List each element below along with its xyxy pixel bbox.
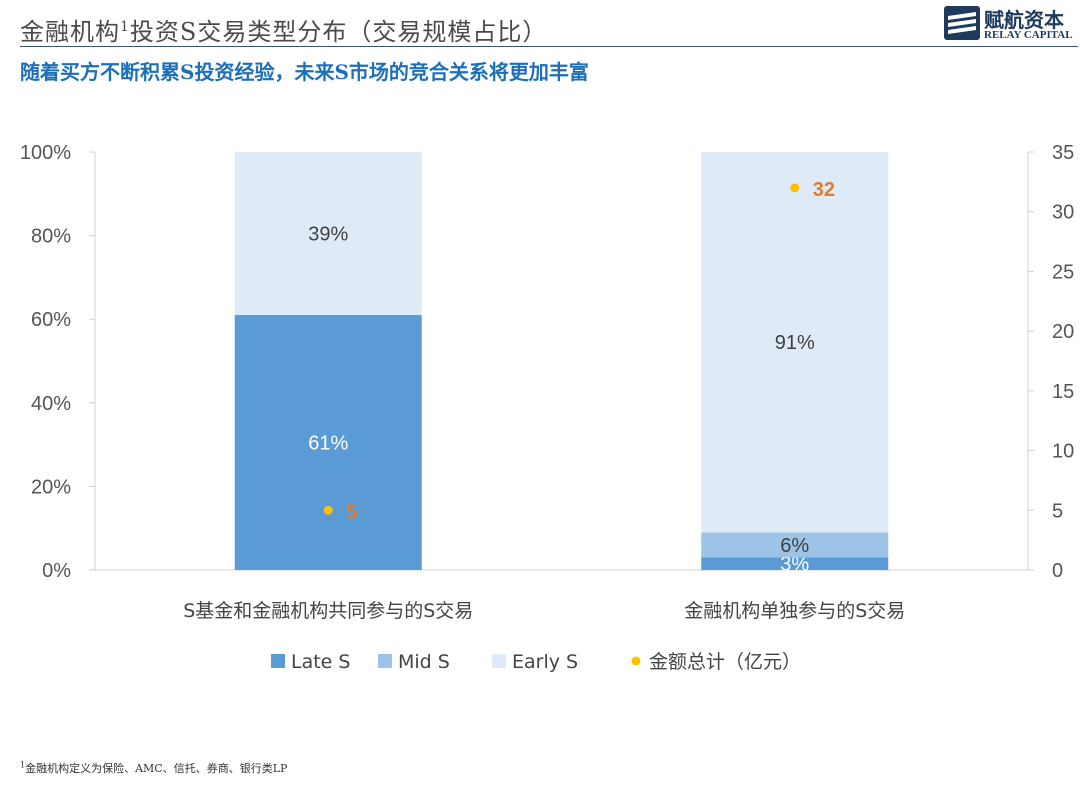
title-row: 金融机构1投资S交易类型分布（交易规模占比） xyxy=(20,8,1065,48)
title-divider xyxy=(20,46,1078,47)
bar-segment xyxy=(701,152,889,533)
subtitle: 随着买方不断积累S投资经验，未来S市场的竞合关系将更加丰富 xyxy=(20,60,589,84)
legend-swatch xyxy=(492,654,506,668)
y-right-tick-label: 35 xyxy=(1052,142,1074,164)
stacked-bar-chart: 0% 20% 40% 60% 80% 100% 0 5 10 15 20 25 30 35 61% 39% S基… xyxy=(20,142,1074,673)
legend-swatch xyxy=(378,654,392,668)
y-left-tick-label: 0% xyxy=(42,560,71,582)
y-right-tick-label: 5 xyxy=(1052,500,1063,522)
bar-segment xyxy=(234,152,422,316)
logo-cn-text: 赋航资本 xyxy=(984,8,1064,32)
y-right-tick-label: 10 xyxy=(1052,441,1074,463)
legend-swatch xyxy=(271,654,285,668)
amount-point xyxy=(790,183,800,193)
legend-label: Early S xyxy=(512,651,578,673)
bar-segment xyxy=(701,532,889,558)
y-left-tick-label: 60% xyxy=(31,309,71,331)
amount-label: 32 xyxy=(813,179,835,201)
legend-dot xyxy=(631,656,641,666)
title-rest: 投资S交易类型分布（交易规模占比） xyxy=(129,18,548,46)
bar-segment-label: 91% xyxy=(775,332,815,354)
company-logo: 赋航资本 RELAY CAPITAL xyxy=(944,4,1078,44)
bar-segment-label: 39% xyxy=(308,224,348,246)
x-category-label: S基金和金融机构共同参与的S交易 xyxy=(183,600,473,622)
y-right-tick-label: 30 xyxy=(1052,202,1074,224)
amount-point xyxy=(323,505,333,515)
y-left-tick-label: 40% xyxy=(31,393,71,415)
title-footnote-mark: 1 xyxy=(120,19,130,35)
y-left-tick-label: 100% xyxy=(20,142,71,164)
y-right-tick-label: 15 xyxy=(1052,381,1074,403)
legend-label: Late S xyxy=(291,651,350,673)
y-right-tick-label: 0 xyxy=(1052,560,1063,582)
y-right-tick-label: 20 xyxy=(1052,321,1074,343)
bar-segment-label: 6% xyxy=(780,535,809,557)
y-right-tick-label: 25 xyxy=(1052,261,1074,283)
bar-segment xyxy=(701,557,889,570)
x-category-label: 金融机构单独参与的S交易 xyxy=(684,600,905,622)
logo-icon xyxy=(944,6,980,40)
title-main: 金融机构 xyxy=(20,18,120,46)
y-left-tick-label: 20% xyxy=(31,476,71,498)
legend-label: Mid S xyxy=(398,651,450,673)
legend-label: 金额总计（亿元） xyxy=(649,651,801,673)
bar-segment-label: 61% xyxy=(308,433,348,455)
footnote-mark: 1 xyxy=(20,760,26,770)
amount-label: 5 xyxy=(346,501,357,523)
page-title: 金融机构1投资S交易类型分布（交易规模占比） xyxy=(20,12,547,47)
footnote-text: 金融机构定义为保险、AMC、信托、券商、银行类LP xyxy=(25,762,288,775)
bar-segment xyxy=(234,315,422,570)
y-left-tick-label: 80% xyxy=(31,226,71,248)
footnote: 1金融机构定义为保险、AMC、信托、券商、银行类LP xyxy=(20,760,287,776)
logo-en-text: RELAY CAPITAL xyxy=(984,29,1073,41)
bar-segment-label: 3% xyxy=(780,554,809,576)
